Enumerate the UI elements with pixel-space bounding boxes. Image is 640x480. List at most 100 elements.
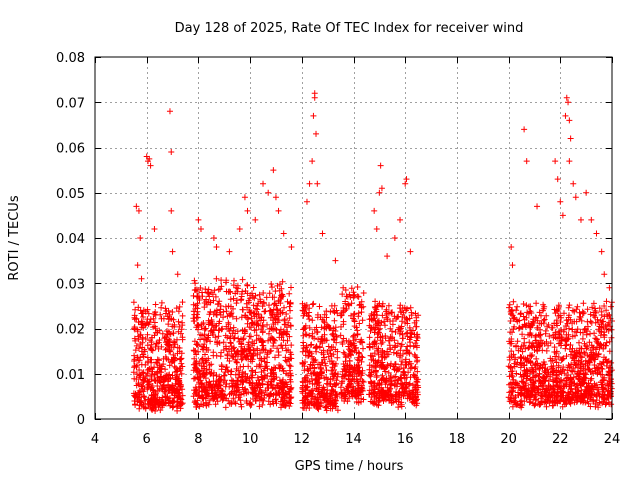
y-tick-label: 0.03 [56, 277, 85, 292]
data-point [272, 194, 279, 201]
y-tick-label: 0.07 [56, 96, 85, 111]
data-point [523, 158, 530, 165]
data-point [195, 216, 202, 223]
x-tick-label: 10 [242, 432, 259, 447]
data-point [355, 293, 362, 300]
y-tick-label: 0.05 [56, 187, 85, 202]
data-point [391, 235, 398, 241]
y-tick-label: 0.08 [56, 51, 85, 66]
data-point [397, 216, 404, 223]
data-point [313, 130, 320, 137]
data-point [562, 112, 569, 119]
data-point [168, 149, 175, 156]
data-point [133, 203, 140, 210]
data-point [226, 248, 233, 255]
x-tick-label: 18 [449, 432, 466, 447]
data-point [554, 176, 561, 183]
data-point [534, 203, 541, 210]
x-tick-label: 12 [294, 432, 311, 447]
data-point [373, 225, 380, 232]
data-point [213, 244, 220, 251]
x-tick-label: 20 [500, 432, 517, 447]
data-point [350, 289, 357, 296]
data-point [606, 284, 613, 291]
data-point [147, 162, 154, 169]
data-point [260, 180, 267, 187]
data-point [521, 126, 528, 133]
data-points [130, 90, 615, 414]
y-axis-label: ROTI / TECUs [7, 195, 22, 280]
data-point [598, 248, 605, 255]
data-point [270, 167, 277, 174]
data-point [174, 271, 181, 278]
data-point [583, 189, 590, 196]
x-tick-label: 6 [143, 432, 151, 447]
data-point [151, 225, 158, 232]
plot-frame [94, 56, 613, 420]
y-tick-label: 0 [77, 413, 85, 428]
data-point [371, 207, 378, 214]
data-point [134, 262, 141, 269]
data-point [309, 158, 316, 165]
data-point [244, 207, 251, 214]
data-point [557, 198, 564, 205]
x-tick-label: 24 [604, 432, 621, 447]
data-point [275, 207, 282, 214]
data-point [593, 230, 600, 237]
data-point [146, 155, 153, 162]
data-point [376, 189, 383, 196]
data-point [565, 99, 572, 106]
y-tick-label: 0.04 [56, 232, 85, 247]
data-point [577, 216, 584, 223]
data-point [572, 194, 579, 201]
y-tick-label: 0.02 [56, 323, 85, 338]
data-point [310, 112, 317, 119]
data-point [210, 235, 217, 241]
x-tick-label: 14 [345, 432, 362, 447]
data-point [265, 189, 272, 196]
data-point [509, 262, 516, 269]
y-tick-label: 0.01 [56, 368, 85, 383]
x-tick-label: 16 [397, 432, 414, 447]
x-tick-labels: 4 6 8 10 12 14 16 18 20 22 24 [91, 432, 620, 447]
data-point [197, 225, 204, 232]
data-point [168, 207, 175, 214]
data-point [384, 253, 391, 260]
x-axis-label: GPS time / hours [295, 459, 404, 474]
x-tick-label: 4 [91, 432, 99, 447]
data-point [566, 117, 573, 124]
data-point [570, 180, 577, 187]
data-point [407, 248, 414, 255]
data-point [314, 180, 321, 187]
x-tick-label: 8 [194, 432, 202, 447]
data-point [378, 185, 385, 192]
data-point [403, 176, 410, 183]
data-point [588, 216, 595, 223]
x-tick-label: 22 [552, 432, 569, 447]
y-tick-labels: 0 0.01 0.02 0.03 0.04 0.05 0.06 0.07 0.08 [56, 51, 85, 428]
data-point [280, 230, 287, 237]
data-point [288, 244, 295, 251]
data-point [236, 225, 243, 232]
data-point [311, 94, 318, 101]
data-point [135, 207, 142, 214]
data-point [508, 244, 515, 251]
data-point [241, 194, 248, 201]
data-point [377, 162, 384, 169]
data-point [567, 135, 574, 142]
data-point [566, 158, 573, 165]
data-point [137, 235, 144, 241]
data-point [319, 230, 326, 237]
data-point [306, 180, 313, 187]
data-point [252, 216, 259, 223]
y-tick-label: 0.06 [56, 142, 85, 157]
data-point [402, 180, 409, 187]
data-point [138, 275, 145, 282]
data-point [601, 271, 608, 278]
data-point [559, 212, 566, 219]
data-point [340, 284, 347, 291]
data-point [169, 248, 176, 255]
data-point [303, 198, 310, 205]
